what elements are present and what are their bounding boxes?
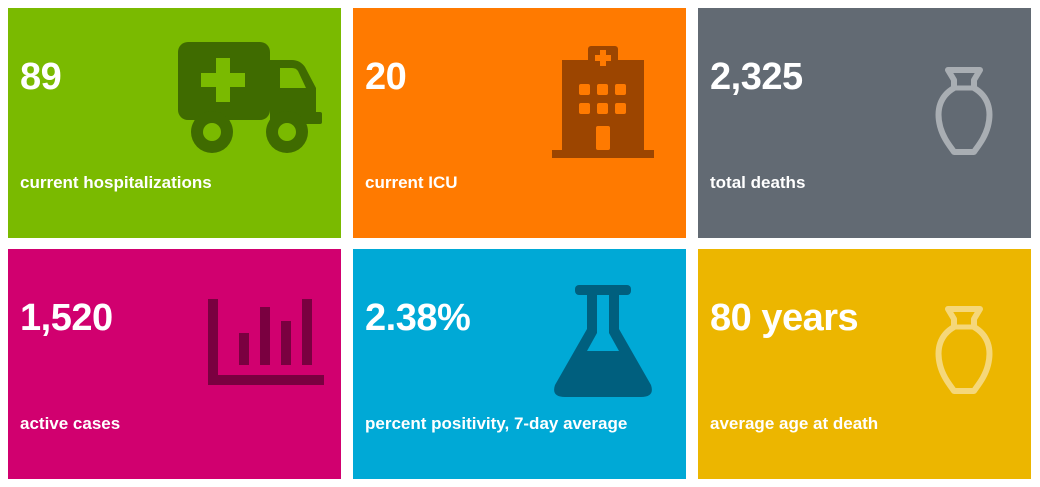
stat-value: 89 xyxy=(20,56,62,98)
ambulance-icon xyxy=(178,42,322,153)
stat-value: 2.38% xyxy=(365,297,471,339)
stat-label: percent positivity, 7-day average xyxy=(365,414,628,433)
stat-tile-total-deaths: 2,325 total deaths xyxy=(698,8,1031,238)
stat-value: 2,325 xyxy=(710,56,803,98)
flask-icon xyxy=(554,285,652,397)
stat-tile-percent-positivity: 2.38% percent positivity, 7-day average xyxy=(353,249,686,479)
urn-icon xyxy=(935,67,993,155)
stat-value: 80 years xyxy=(710,297,859,339)
stat-label: total deaths xyxy=(710,173,806,192)
stat-label: active cases xyxy=(20,414,121,433)
stat-value: 20 xyxy=(365,56,407,98)
stat-label: current ICU xyxy=(365,173,458,192)
stat-tile-hospitalizations: 89 current hospitalizations xyxy=(8,8,341,238)
stat-tile-active-cases: 1,520 active cases xyxy=(8,249,341,479)
stat-label: average age at death xyxy=(710,414,879,433)
stat-tile-icu: 20 current ICU xyxy=(353,8,686,238)
stat-tile-average-age-at-death: 80 years average age at death xyxy=(698,249,1031,479)
urn-icon xyxy=(935,306,993,394)
hospital-building-icon xyxy=(552,46,654,158)
stat-label: current hospitalizations xyxy=(20,173,212,192)
stat-value: 1,520 xyxy=(20,297,113,339)
bar-chart-icon xyxy=(208,299,324,385)
